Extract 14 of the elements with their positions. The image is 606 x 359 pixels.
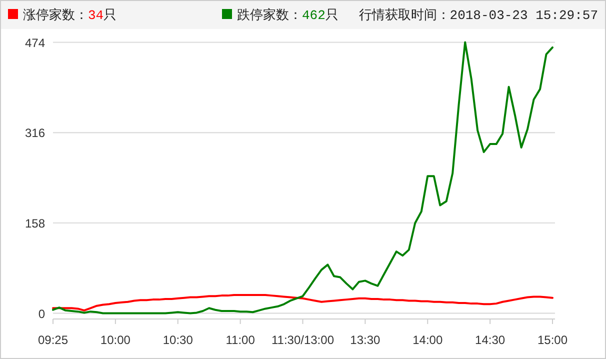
- text: 行情获取时间：2018-03-23 15:29:57: [358, 8, 598, 23]
- y-tick-label: 158: [24, 216, 46, 230]
- x-tick-label: 09:25: [38, 333, 68, 347]
- y-tick-label: 0: [38, 306, 46, 321]
- x-tick-label: 13:30: [350, 333, 381, 347]
- x-tick-label: 10:30: [162, 333, 194, 347]
- y-tick-label: 474: [24, 36, 46, 50]
- x-tick-label: 14:00: [412, 333, 443, 347]
- x-tick-label: 11:30/13:00: [271, 333, 334, 347]
- x-tick-label: 15:00: [537, 333, 568, 347]
- y-tick-label: 316: [24, 126, 46, 140]
- x-tick-label: 14:30: [475, 333, 506, 347]
- x-tick-label: 10:00: [100, 333, 131, 347]
- x-tick-label: 11:00: [226, 333, 256, 347]
